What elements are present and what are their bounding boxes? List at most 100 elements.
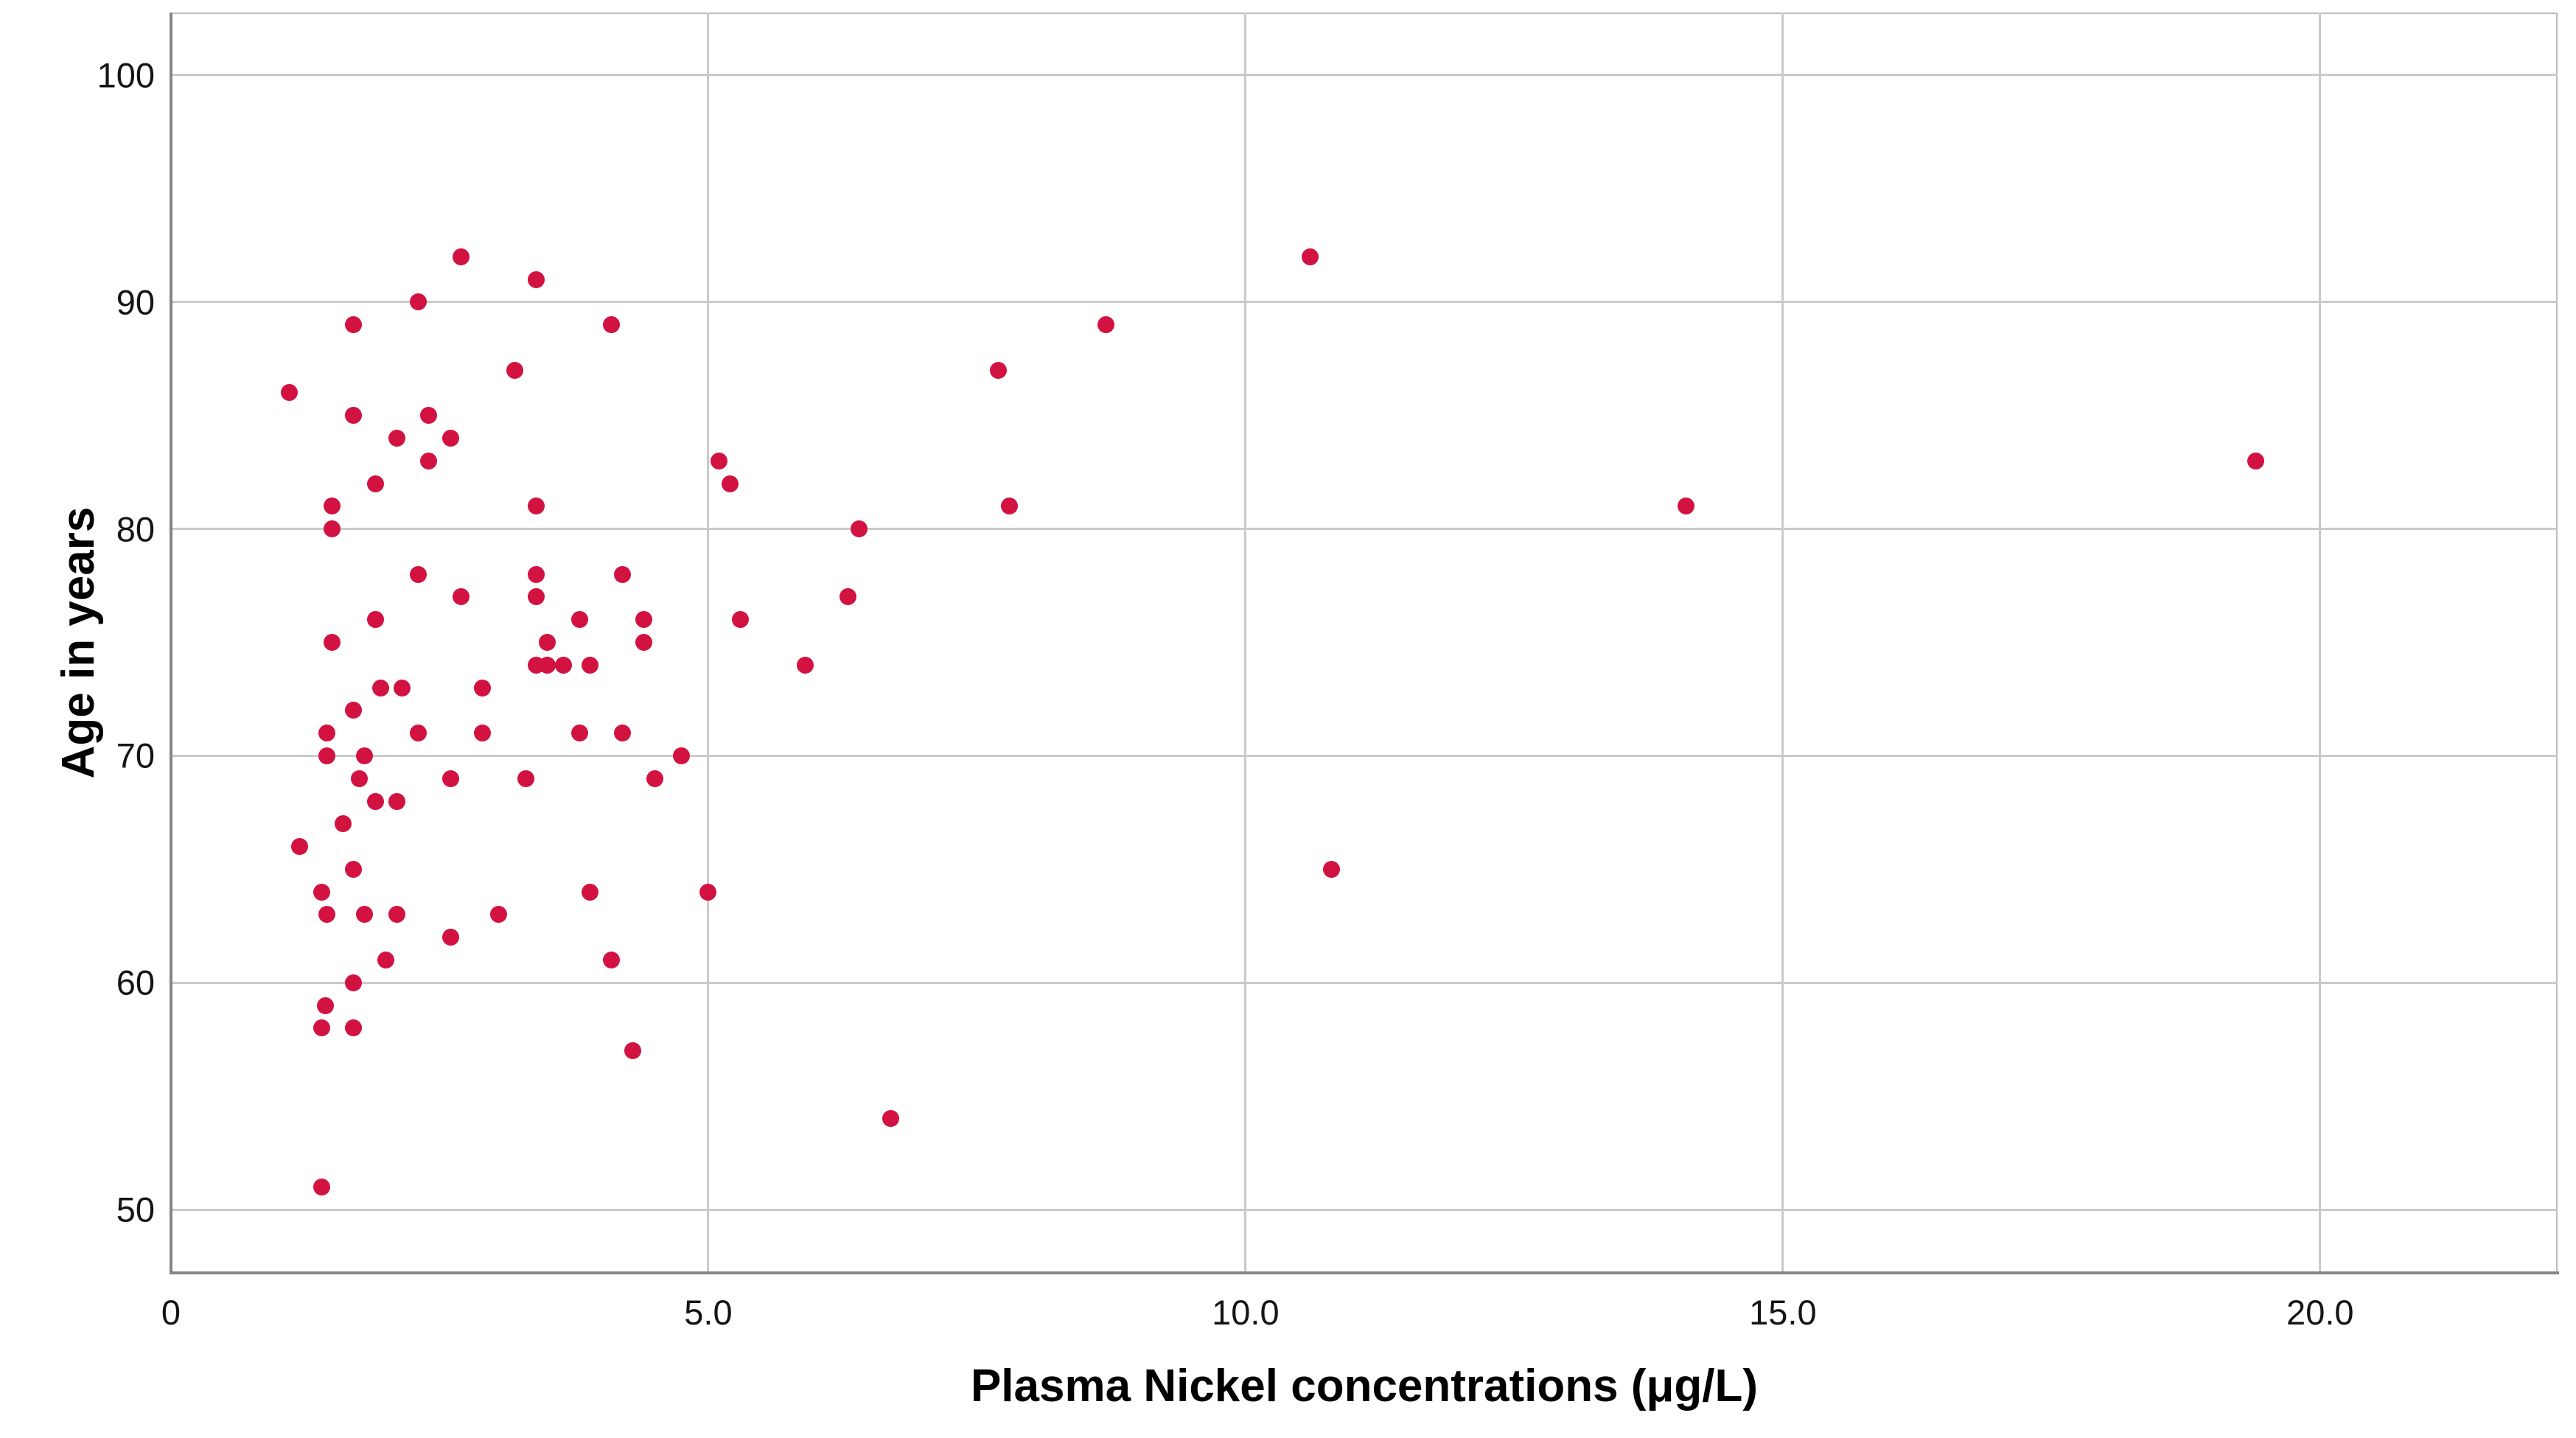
data-point[interactable] [1678, 498, 1695, 515]
data-point[interactable] [711, 452, 728, 470]
data-point[interactable] [453, 588, 470, 606]
data-point[interactable] [393, 679, 411, 697]
data-point[interactable] [1323, 860, 1341, 878]
data-point[interactable] [324, 498, 341, 515]
data-point[interactable] [324, 634, 341, 652]
x-tick-label-5.0: 5.0 [684, 1293, 733, 1332]
data-point[interactable] [570, 611, 588, 629]
data-point[interactable] [474, 725, 492, 742]
data-point[interactable] [318, 906, 335, 924]
data-point[interactable] [318, 747, 335, 764]
data-point[interactable] [796, 656, 814, 674]
data-point[interactable] [646, 769, 663, 787]
data-point[interactable] [528, 498, 545, 515]
data-point[interactable] [280, 384, 298, 402]
data-point[interactable] [603, 316, 621, 334]
data-point[interactable] [291, 838, 309, 856]
data-point[interactable] [570, 725, 588, 742]
data-point[interactable] [420, 452, 438, 470]
data-point[interactable] [388, 792, 405, 810]
data-point[interactable] [990, 361, 1008, 379]
data-point[interactable] [409, 725, 427, 742]
data-point[interactable] [409, 565, 427, 583]
data-point[interactable] [635, 634, 652, 652]
gridline-y-60 [171, 981, 2558, 984]
data-point[interactable] [528, 271, 545, 288]
data-point[interactable] [334, 815, 352, 833]
data-point[interactable] [1301, 248, 1319, 265]
data-point[interactable] [366, 611, 384, 629]
data-point[interactable] [613, 725, 631, 742]
data-point[interactable] [538, 656, 556, 674]
gridline-y-50 [171, 1208, 2558, 1211]
data-point[interactable] [453, 248, 470, 265]
data-point[interactable] [613, 565, 631, 583]
data-point[interactable] [635, 611, 652, 629]
data-point[interactable] [554, 656, 572, 674]
data-point[interactable] [313, 1019, 330, 1037]
data-point[interactable] [721, 475, 739, 492]
data-point[interactable] [409, 293, 427, 311]
data-point[interactable] [839, 588, 856, 606]
data-point[interactable] [882, 1110, 900, 1128]
gridline-x-10 [1244, 13, 1247, 1273]
gridline-y-100 [171, 74, 2558, 77]
data-point[interactable] [350, 769, 368, 787]
data-point[interactable] [420, 407, 438, 425]
data-point[interactable] [699, 883, 717, 901]
data-point[interactable] [441, 429, 459, 447]
data-point[interactable] [313, 1178, 330, 1196]
data-point[interactable] [673, 747, 690, 764]
data-point[interactable] [517, 769, 534, 787]
data-point[interactable] [345, 860, 363, 878]
data-point[interactable] [528, 588, 545, 606]
gridline-y-90 [171, 301, 2558, 304]
data-point[interactable] [317, 997, 335, 1014]
data-point[interactable] [1097, 316, 1114, 334]
data-point[interactable] [582, 883, 599, 901]
y-axis-line [170, 13, 172, 1273]
data-point[interactable] [355, 747, 373, 764]
y-tick-label-60: 60 [116, 963, 155, 1002]
data-point[interactable] [528, 565, 545, 583]
y-tick-label-100: 100 [97, 55, 155, 95]
data-point[interactable] [377, 952, 395, 968]
data-point[interactable] [2247, 452, 2264, 470]
data-point[interactable] [603, 952, 621, 968]
data-point[interactable] [441, 769, 459, 787]
data-point[interactable] [1000, 498, 1018, 515]
data-point[interactable] [345, 702, 363, 719]
y-tick-label-70: 70 [116, 736, 155, 775]
data-point[interactable] [582, 656, 599, 674]
data-point[interactable] [355, 906, 373, 924]
data-point[interactable] [850, 520, 868, 538]
data-point[interactable] [313, 883, 330, 901]
data-point[interactable] [345, 316, 363, 334]
y-tick-label-50: 50 [116, 1190, 155, 1229]
data-point[interactable] [732, 611, 750, 629]
data-point[interactable] [345, 407, 363, 425]
data-point[interactable] [345, 974, 363, 991]
data-point[interactable] [490, 906, 508, 924]
data-point[interactable] [371, 679, 389, 697]
data-point[interactable] [474, 679, 492, 697]
data-point[interactable] [624, 1042, 642, 1060]
data-point[interactable] [366, 475, 384, 492]
data-point[interactable] [345, 1019, 363, 1037]
data-point[interactable] [366, 792, 384, 810]
x-tick-label-20.0: 20.0 [2286, 1293, 2354, 1332]
x-axis-title: Plasma Nickel concentrations (μg/L) [970, 1361, 1759, 1411]
y-tick-label-90: 90 [116, 282, 155, 322]
data-point[interactable] [538, 634, 556, 652]
gridline-y-70 [171, 754, 2558, 757]
plot-area: 50 60 70 80 90 100 0 5.0 10.0 15.0 20.0 Plasma Ni… [54, 13, 2559, 1411]
y-tick-label-80: 80 [116, 509, 155, 549]
gridline-x-20 [2319, 13, 2322, 1273]
data-point[interactable] [388, 429, 405, 447]
gridline-y-80 [171, 528, 2558, 531]
data-point[interactable] [506, 361, 524, 379]
data-point[interactable] [388, 906, 405, 924]
data-point[interactable] [324, 520, 341, 538]
data-point[interactable] [318, 725, 335, 742]
data-point[interactable] [441, 929, 459, 946]
